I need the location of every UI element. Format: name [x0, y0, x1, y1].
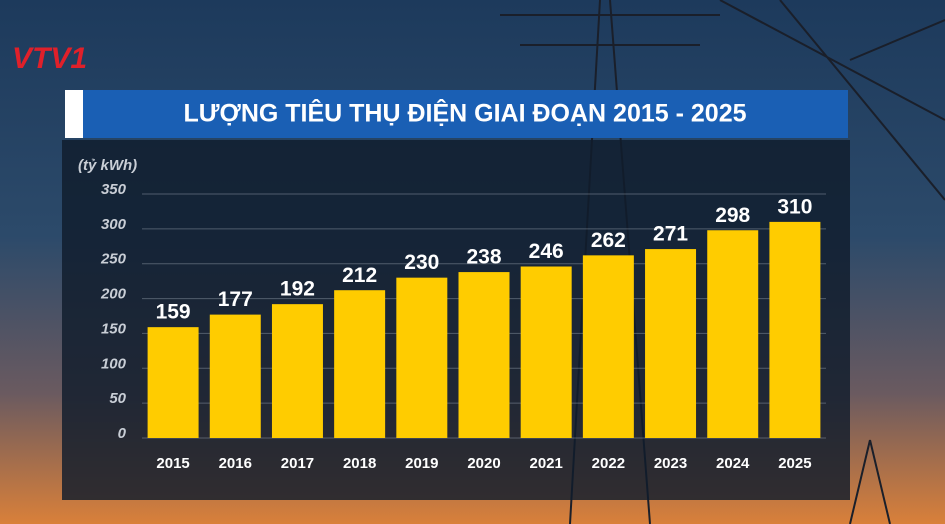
value-label: 177	[218, 288, 253, 311]
bar	[396, 277, 448, 438]
title-bar	[83, 90, 848, 138]
x-tick-label: 2023	[654, 455, 687, 472]
y-tick-label: 150	[101, 320, 127, 337]
bar	[458, 272, 510, 438]
value-label: 159	[156, 301, 191, 324]
bar	[645, 249, 697, 438]
x-tick-label: 2016	[219, 455, 252, 472]
y-axis-label: (tỷ kWh)	[78, 157, 137, 174]
x-tick-label: 2015	[156, 455, 189, 472]
bar	[769, 221, 821, 438]
value-label: 271	[653, 223, 688, 246]
value-label: 212	[342, 264, 377, 287]
y-tick-label: 50	[109, 390, 126, 407]
y-tick-label: 350	[101, 181, 127, 198]
bar	[209, 314, 261, 438]
y-tick-label: 200	[100, 286, 127, 303]
value-label: 192	[280, 278, 315, 301]
y-tick-label: 0	[118, 425, 127, 442]
x-tick-label: 2022	[592, 455, 625, 472]
value-label: 246	[529, 240, 564, 263]
x-tick-label: 2019	[405, 455, 438, 472]
value-label: 298	[715, 204, 750, 227]
bar	[582, 255, 634, 438]
x-tick-label: 2018	[343, 455, 376, 472]
value-label: 230	[404, 251, 439, 274]
value-label: 310	[777, 195, 812, 218]
y-tick-label: 250	[100, 251, 127, 268]
x-tick-label: 2020	[467, 455, 500, 472]
chart-title: LƯỢNG TIÊU THỤ ĐIỆN GIAI ĐOẠN 2015 - 202…	[183, 98, 746, 128]
y-tick-label: 300	[101, 216, 127, 233]
value-label: 238	[466, 246, 501, 269]
bar	[520, 266, 572, 438]
x-tick-label: 2017	[281, 455, 314, 472]
y-tick-label: 100	[101, 355, 127, 372]
value-label: 262	[591, 229, 626, 252]
bar	[271, 304, 323, 438]
x-tick-label: 2025	[778, 455, 811, 472]
x-tick-label: 2024	[716, 455, 750, 472]
bar	[147, 327, 199, 438]
title-accent	[65, 90, 83, 138]
x-tick-label: 2021	[529, 455, 562, 472]
bar	[707, 230, 759, 438]
logo: VTV1	[12, 42, 87, 75]
bar	[334, 290, 386, 438]
